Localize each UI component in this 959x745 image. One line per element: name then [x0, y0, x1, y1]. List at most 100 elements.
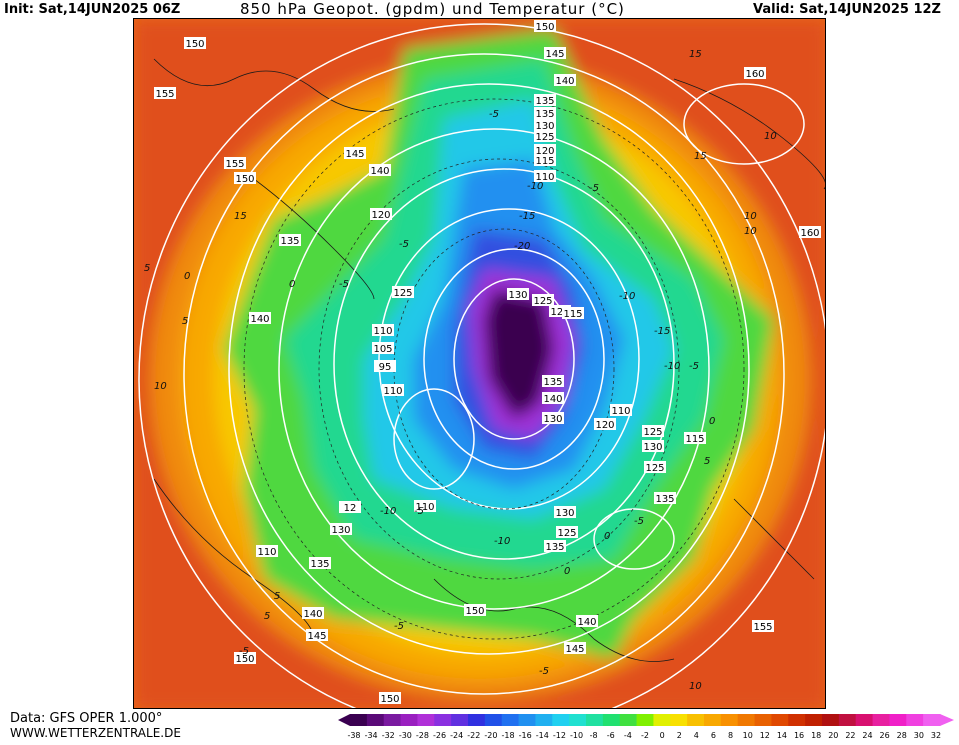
colorbar-tick-label: -18 [502, 731, 515, 740]
geopotential-label: 140 [543, 394, 562, 405]
colorbar-swatch [383, 714, 402, 726]
temperature-label: 5 [274, 591, 280, 602]
colorbar-tick-label: 30 [914, 731, 924, 740]
colorbar-swatch [771, 714, 789, 726]
geopotential-label: 155 [753, 622, 772, 633]
geopotential-label: 110 [257, 547, 276, 558]
colorbar-swatch [923, 714, 941, 726]
geopotential-label-bg [464, 604, 486, 616]
geopotential-label-bg [594, 418, 616, 430]
geopotential-label: 135 [310, 559, 329, 570]
geopotential-label: 110 [373, 326, 392, 337]
geopotential-label: 110 [535, 172, 554, 183]
colorbar-swatch [468, 714, 486, 726]
geopotential-label-bg [256, 545, 278, 557]
geopotential-label-bg [234, 652, 256, 664]
geopotential-label-bg [554, 74, 576, 86]
colorbar-swatch [670, 714, 688, 726]
geopotential-label-bg [279, 234, 301, 246]
geopotential-label: 150 [535, 22, 554, 33]
weather-map: 150 150 145 140 155 155 145 140 150 135 135 130 125 1… [133, 18, 826, 709]
geopotential-label: 135 [535, 96, 554, 107]
temperature-label: -5 [489, 109, 499, 120]
colorbar-tick-label: 28 [897, 731, 907, 740]
geopotential-contours [138, 23, 825, 708]
colorbar: -38 -34 -32 -30 -28 -26 -24 -22 -20 -18 -16 -14 -12-… [338, 713, 958, 741]
colorbar-swatch [720, 714, 739, 726]
geopotential-label-bg [339, 501, 361, 513]
temperature-contours [243, 98, 745, 640]
geopotential-label-bg [684, 432, 706, 444]
geopotential-label: 150 [235, 174, 254, 185]
colorbar-tick-label: 24 [862, 731, 872, 740]
geopotential-label-bg [330, 523, 352, 535]
colorbar-tick-label: -2 [641, 731, 649, 740]
temperature-label: 0 [289, 279, 295, 290]
geopotential-label: 125 [393, 288, 412, 299]
geopotential-label: 115 [685, 434, 704, 445]
geopotential-label-bg [542, 375, 564, 387]
colorbar-tick-label: -32 [382, 731, 395, 740]
temperature-label: 10 [744, 211, 757, 222]
geopotential-label: 125 [643, 427, 662, 438]
temperature-label: -15 [519, 211, 535, 222]
geopotential-label: 140 [370, 166, 389, 177]
geopotential-label: 130 [508, 290, 527, 301]
geopotential-label-bg [414, 500, 436, 512]
colorbar-tick-label: -20 [484, 731, 497, 740]
colorbar-swatch [754, 714, 772, 726]
geopotential-label: 155 [155, 89, 174, 100]
geopotential-label: 105 [373, 344, 392, 355]
geopotential-label-bg [644, 461, 666, 473]
temperature-label: -5 [394, 621, 404, 632]
geopotential-label-bg [654, 492, 676, 504]
colorbar-swatch [822, 714, 840, 726]
geopotential-label-bg [554, 506, 576, 518]
geopotential-label-bg [534, 170, 556, 182]
geopotential-label: 135 [655, 494, 674, 505]
colorbar-tick-label: -22 [467, 731, 480, 740]
temperature-label: -5 [589, 183, 599, 194]
temperature-label: 0 [184, 271, 190, 282]
geopotential-label-bg [544, 47, 566, 59]
geopotential-label-bg [610, 404, 632, 416]
geopotential-label: 145 [545, 49, 564, 60]
temperature-label: 15 [234, 211, 247, 222]
colorbar-tick-label: -34 [365, 731, 378, 740]
geopotential-label-bg [534, 154, 556, 166]
geopotential-label-bg [542, 412, 564, 424]
colorbar-swatch [586, 714, 604, 726]
colorbar-tick-label: 20 [828, 731, 838, 740]
temperature-label: -10 [527, 181, 543, 192]
colorbar-swatch [518, 714, 536, 726]
colorbar-tick-label: -12 [553, 731, 566, 740]
geopotential-label-bg [752, 620, 774, 632]
colorbar-tick-label: -10 [570, 731, 583, 740]
temperature-label: -10 [664, 361, 680, 372]
geopotential-label: 120 [595, 420, 614, 431]
temperature-label: 0 [564, 566, 570, 577]
geopotential-label-bg [799, 226, 821, 238]
colorbar-arrow-right [940, 714, 954, 726]
geopotential-label-bg [392, 286, 414, 298]
colorbar-tick-label: -16 [519, 731, 532, 740]
geopotential-label: 150 [380, 694, 399, 705]
geopotential-label-bg [542, 392, 564, 404]
init-time: Init: Sat,14JUN2025 06Z [4, 2, 181, 17]
temperature-label: 5 [182, 316, 188, 327]
colorbar-tick-label: -28 [416, 731, 429, 740]
map-canvas: 1501501451401551551451401501351351301251… [134, 19, 825, 708]
colorbar-swatch [636, 714, 654, 726]
geopotential-label: 12 [344, 503, 357, 514]
geopotential-label-bg [534, 20, 556, 32]
temperature-label: -5 [414, 506, 424, 517]
colorbar-swatch [653, 714, 671, 726]
colorbar-swatch [889, 714, 907, 726]
colorbar-swatch [366, 714, 385, 726]
colorbar-swatch [838, 714, 857, 726]
geopotential-label-bg [576, 615, 598, 627]
geopotential-label: 150 [465, 606, 484, 617]
geopotential-label-bg [534, 130, 556, 142]
temperature-label: 5 [264, 611, 270, 622]
geopotential-label-bg [534, 107, 556, 119]
